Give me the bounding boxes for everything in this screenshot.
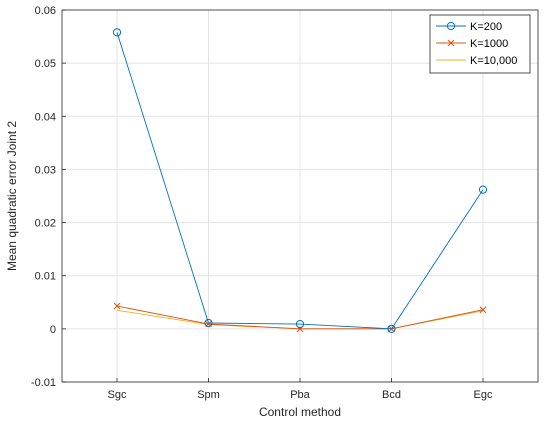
legend-marker xyxy=(447,39,455,47)
x-tick-label: Bcd xyxy=(382,389,401,401)
x-axis-title: Control method xyxy=(259,405,341,419)
data-point xyxy=(295,319,305,329)
data-point xyxy=(479,306,487,314)
legend-entry: K=1000 xyxy=(436,38,508,50)
y-tick-label: 0 xyxy=(50,324,56,336)
y-tick-label: 0.05 xyxy=(35,58,56,70)
legend-label: K=10,000 xyxy=(470,55,517,67)
y-axis-ticks: -0.01 0 0.01 0.02 0.03 0.04 0.05 0.06 xyxy=(31,5,66,389)
data-point xyxy=(113,302,121,310)
x-tick-label: Pba xyxy=(290,389,310,401)
marker-stroke xyxy=(447,39,455,47)
y-tick-label: 0.06 xyxy=(35,5,56,17)
legend-box xyxy=(429,14,531,74)
x-tick-label: Egc xyxy=(474,389,493,401)
marker-stroke xyxy=(479,306,487,314)
series-1 xyxy=(113,302,487,333)
data-point xyxy=(112,28,122,37)
x-tick-label: Spm xyxy=(197,389,220,401)
y-tick-label: 0.03 xyxy=(35,164,56,176)
legend-entry: K=10,000 xyxy=(436,55,517,67)
y-tick-label: 0.02 xyxy=(35,218,56,230)
legend-entry: K=200 xyxy=(436,21,502,33)
x-axis-ticks: Sgc Spm Pba Bcd Egc xyxy=(108,378,493,401)
y-tick-label: -0.01 xyxy=(31,377,56,389)
legend-label: K=200 xyxy=(470,21,502,33)
data-point xyxy=(478,185,488,194)
y-tick-label: 0.01 xyxy=(35,271,56,283)
y-axis-title: Mean quadratic error Joint 2 xyxy=(5,121,19,271)
y-tick-label: 0.04 xyxy=(35,111,56,123)
series-line xyxy=(116,32,484,330)
data-point xyxy=(204,318,213,328)
x-tick-label: Sgc xyxy=(108,389,127,401)
legend: K=200 K=1000 K=10,000 xyxy=(429,14,531,74)
legend-label: K=1000 xyxy=(470,38,508,50)
series-lines xyxy=(112,28,488,333)
legend-marker xyxy=(446,21,456,31)
marker-stroke xyxy=(113,302,121,310)
data-point xyxy=(387,324,396,333)
series-0 xyxy=(112,28,488,333)
